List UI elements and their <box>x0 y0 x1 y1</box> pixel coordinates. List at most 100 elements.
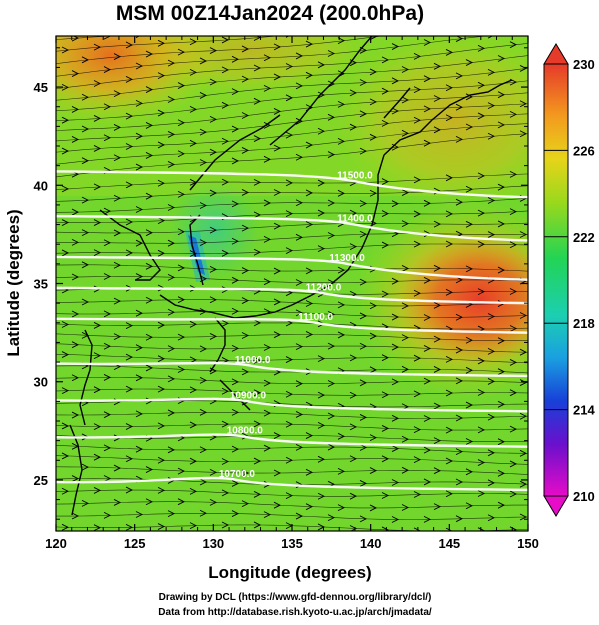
wind-arrow <box>413 491 422 498</box>
wind-arrow <box>93 183 102 191</box>
wind-arrow <box>177 498 186 506</box>
wind-arrow <box>391 200 400 208</box>
wind-arrow <box>381 119 390 127</box>
wind-arrow <box>61 46 70 54</box>
wind-arrow <box>71 512 80 520</box>
wind-arrow <box>305 503 314 511</box>
wind-arrow <box>391 516 400 523</box>
wind-arrow <box>445 389 454 397</box>
wind-arrow <box>349 209 358 217</box>
wind-arrow <box>423 39 432 46</box>
wind-arrow <box>81 125 90 133</box>
wind-arrow <box>125 423 134 430</box>
wind-arrow <box>253 521 262 529</box>
wind-arrow <box>285 210 294 218</box>
wind-arrow <box>199 92 208 99</box>
wind-arrow <box>445 355 454 363</box>
wind-arrow <box>455 515 464 523</box>
wind-arrow <box>295 52 304 60</box>
wind-arrow <box>273 222 282 230</box>
wind-arrow <box>317 127 326 135</box>
wind-arrow <box>445 527 453 531</box>
wind-arrow <box>263 511 272 518</box>
wind-arrow <box>135 99 144 107</box>
wind-arrow <box>113 154 122 162</box>
wind-arrow <box>305 267 314 275</box>
streamline <box>56 36 384 64</box>
wind-arrow <box>125 143 134 150</box>
wind-arrow <box>433 503 442 511</box>
wind-arrow <box>157 385 166 393</box>
wind-arrow <box>317 421 326 429</box>
wind-arrow <box>273 43 282 51</box>
wind-arrow <box>434 26 440 32</box>
wind-arrow <box>103 475 112 482</box>
y-tick-label: 35 <box>34 277 48 292</box>
wind-arrow <box>497 183 506 191</box>
wind-arrow <box>359 480 368 487</box>
wind-arrow <box>478 11 484 17</box>
streamline <box>56 466 528 475</box>
wind-arrow <box>125 218 134 226</box>
wind-arrow <box>413 426 422 433</box>
wind-arrow <box>285 456 294 464</box>
wind-arrow <box>477 240 486 248</box>
wind-arrow <box>519 379 528 386</box>
wind-arrow <box>125 486 134 494</box>
wind-arrow <box>199 345 208 353</box>
wind-arrow <box>456 3 462 9</box>
streamline <box>56 264 528 272</box>
colorbar-bottom-arrow <box>543 495 569 517</box>
wind-arrow <box>401 189 410 196</box>
wind-arrow <box>317 179 326 187</box>
wind-arrow <box>401 220 410 228</box>
y-tick-label: 25 <box>34 473 48 488</box>
wind-arrow <box>167 96 176 103</box>
wind-arrow <box>253 178 262 186</box>
height-contour-line <box>56 397 528 413</box>
wind-arrow <box>71 341 80 349</box>
wind-arrow <box>145 229 154 237</box>
wind-arrow <box>189 487 198 495</box>
wind-arrow <box>487 413 496 421</box>
wind-arrow <box>231 445 240 453</box>
wind-arrow <box>273 432 282 439</box>
wind-arrow <box>157 39 166 47</box>
wind-arrow <box>221 320 230 327</box>
wind-arrow <box>103 310 112 318</box>
wind-arrow <box>477 209 486 217</box>
wind-arrow <box>350 24 356 30</box>
wind-arrow <box>509 110 518 118</box>
wind-arrow <box>177 467 186 475</box>
wind-arrow <box>189 457 198 465</box>
wind-arrow <box>401 334 410 342</box>
wind-arrow <box>113 464 122 472</box>
wind-arrow <box>497 337 506 345</box>
wind-arrow <box>359 342 368 350</box>
wind-arrow <box>487 348 496 355</box>
wind-arrow <box>509 490 518 498</box>
colorbar: 210 214 218 222 226 230 <box>543 43 595 517</box>
wind-arrow <box>477 426 486 434</box>
wind-arrow <box>465 468 474 476</box>
wind-arrow <box>135 206 144 213</box>
wind-arrow <box>455 72 464 80</box>
wind-arrow <box>241 45 250 53</box>
x-tick-label: 125 <box>124 536 146 551</box>
wind-arrow <box>189 68 198 76</box>
contour-labels: 11500.0 11400.0 11300.0 11200.0 11100.0 11000… <box>219 170 373 480</box>
wind-arrow <box>317 355 326 363</box>
wind-arrow <box>509 389 518 397</box>
wind-arrow <box>61 321 70 328</box>
wind-arrow <box>369 467 378 474</box>
wind-arrow <box>465 336 474 344</box>
wind-arrow <box>455 198 464 206</box>
wind-arrow <box>263 278 272 286</box>
wind-arrow <box>199 408 208 416</box>
wind-arrow <box>487 449 496 457</box>
wind-arrow <box>135 511 144 518</box>
wind-arrow <box>369 98 378 106</box>
wind-arrow <box>263 444 272 452</box>
y-tick-label: 40 <box>34 178 48 193</box>
wind-arrow <box>189 421 198 429</box>
